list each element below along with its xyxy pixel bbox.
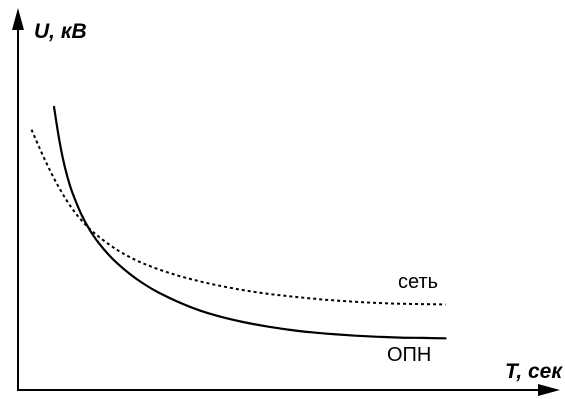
series-label-network: сеть <box>398 271 438 293</box>
series-network-curve <box>30 129 446 306</box>
x-axis-arrow <box>538 384 560 396</box>
series-label-surge-arrester: ОПН <box>387 344 431 366</box>
series-surge-arrester-curve <box>52 105 447 340</box>
series-layer <box>30 105 447 340</box>
y-axis-arrow <box>12 8 24 30</box>
x-axis-title: T, сек <box>505 360 563 383</box>
y-axis-title: U, кВ <box>34 20 87 43</box>
